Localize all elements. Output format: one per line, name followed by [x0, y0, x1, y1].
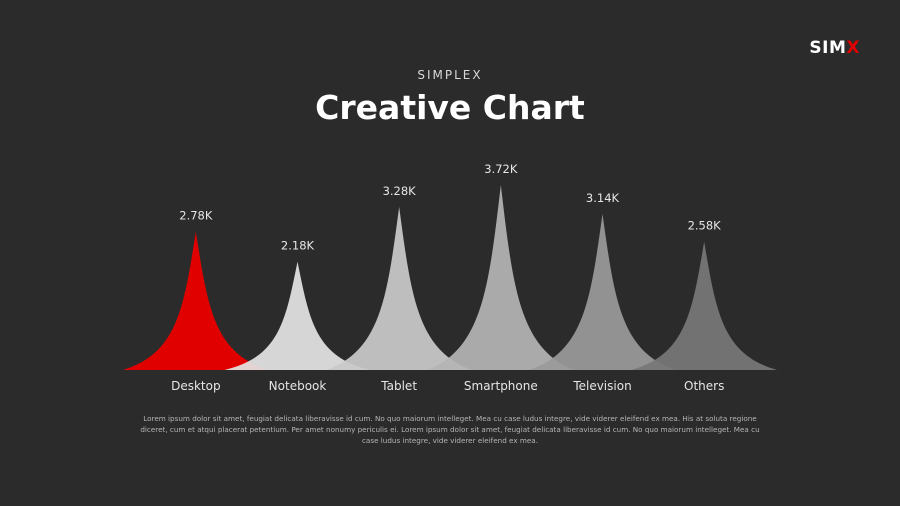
category-label-television: Television [572, 379, 631, 393]
page-subtitle: SIMPLEX [417, 68, 483, 82]
category-label-others: Others [684, 379, 724, 393]
brand-logo: SIMX [809, 38, 860, 58]
value-label-tablet: 3.28K [383, 184, 417, 198]
peak-tablet [326, 206, 473, 370]
peak-smartphone [427, 184, 574, 370]
value-label-others: 2.58K [688, 219, 722, 233]
logo-accent: X [846, 38, 860, 58]
value-label-desktop: 2.78K [179, 209, 213, 223]
category-label-tablet: Tablet [380, 379, 417, 393]
value-label-television: 3.14K [586, 191, 620, 205]
value-label-smartphone: 3.72K [484, 162, 518, 176]
peak-television [529, 213, 676, 370]
category-label-notebook: Notebook [269, 379, 327, 393]
peak-desktop [122, 231, 269, 370]
peak-others [631, 241, 778, 370]
value-label-notebook: 2.18K [281, 239, 315, 253]
category-label-desktop: Desktop [171, 379, 221, 393]
peak-notebook [224, 261, 371, 370]
page-title: Creative Chart [315, 88, 585, 127]
category-label-smartphone: Smartphone [464, 379, 538, 393]
body-paragraph: Lorem ipsum dolor sit amet, feugiat deli… [140, 414, 760, 445]
logo-main: SIM [809, 38, 847, 58]
